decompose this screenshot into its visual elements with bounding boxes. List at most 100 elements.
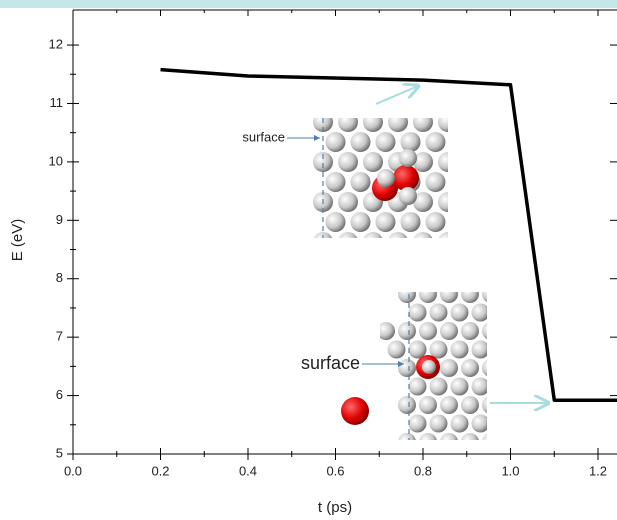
atom — [450, 414, 469, 433]
atom — [325, 132, 346, 152]
y-tick-label: 12 — [49, 36, 63, 51]
atom — [463, 112, 483, 132]
atom-red — [393, 165, 419, 191]
atom — [350, 212, 371, 232]
atom — [461, 396, 479, 414]
atom — [398, 396, 416, 414]
atom — [363, 232, 383, 238]
atom — [471, 414, 487, 433]
atom — [313, 118, 333, 132]
atom — [493, 341, 511, 359]
atom — [398, 433, 416, 440]
data-line — [160, 67, 617, 403]
atom — [413, 232, 433, 238]
atom — [387, 340, 406, 359]
atom — [461, 359, 479, 377]
atom — [493, 415, 511, 433]
atom — [451, 172, 471, 192]
y-tick-label: 6 — [56, 387, 63, 402]
y-tick-label: 8 — [56, 270, 63, 285]
atom — [463, 232, 483, 252]
atom — [438, 232, 448, 238]
atom — [398, 292, 416, 303]
atom — [482, 396, 487, 414]
atom — [400, 132, 421, 152]
y-tick-label: 5 — [56, 445, 63, 460]
atom — [476, 212, 496, 232]
annotation: surface — [301, 353, 360, 373]
atom — [438, 118, 448, 132]
atom — [398, 359, 416, 377]
atom — [450, 303, 469, 322]
atom — [413, 152, 433, 172]
atom — [482, 322, 487, 340]
atom — [461, 292, 479, 303]
y-axis-label: E (eV) — [9, 219, 26, 262]
atom — [363, 152, 383, 172]
atom — [375, 212, 396, 232]
atom — [338, 152, 358, 172]
y-tick-label: 10 — [49, 153, 63, 168]
x-tick-label: 0.8 — [414, 463, 432, 478]
atom — [440, 396, 458, 414]
atom — [419, 292, 437, 303]
atom — [425, 212, 446, 232]
x-axis-label: t (ps) — [318, 499, 352, 516]
atom — [461, 433, 479, 440]
atom — [338, 118, 358, 132]
atom — [375, 132, 396, 152]
x-tick-label: 0.0 — [64, 463, 82, 478]
annotation: surface — [242, 129, 285, 144]
atom — [493, 304, 511, 322]
atom — [338, 232, 358, 238]
atom — [380, 322, 395, 340]
atom — [408, 377, 427, 396]
atom — [471, 377, 487, 396]
x-tick-label: 0.4 — [239, 463, 257, 478]
atom — [450, 340, 469, 359]
atom — [399, 149, 417, 167]
atom — [482, 433, 487, 440]
atom — [422, 360, 436, 374]
atom — [377, 169, 395, 187]
atom — [399, 187, 417, 205]
atom — [476, 132, 496, 152]
atom — [413, 118, 433, 132]
atom — [440, 433, 458, 440]
atom — [408, 414, 427, 433]
atom — [419, 433, 437, 440]
atom — [451, 132, 471, 152]
atom — [451, 212, 471, 232]
atom — [398, 322, 416, 340]
atom — [463, 192, 483, 212]
atom — [429, 303, 448, 322]
atom — [429, 377, 448, 396]
atom — [419, 322, 437, 340]
x-tick-label: 1.2 — [589, 463, 607, 478]
atom — [471, 303, 487, 322]
atom — [493, 378, 511, 396]
y-tick-label: 11 — [50, 95, 64, 110]
atom — [463, 152, 483, 172]
x-tick-label: 1.0 — [501, 463, 519, 478]
atom — [408, 340, 427, 359]
atom — [429, 414, 448, 433]
atom — [325, 172, 346, 192]
atom — [350, 172, 371, 192]
inset — [380, 292, 511, 440]
atom — [438, 152, 448, 172]
atom — [440, 322, 458, 340]
atom — [471, 340, 487, 359]
atom — [440, 292, 458, 303]
atom — [476, 172, 496, 192]
y-tick-label: 7 — [56, 329, 63, 344]
x-tick-label: 0.6 — [326, 463, 344, 478]
atom — [438, 192, 448, 212]
atom — [419, 396, 437, 414]
top-bar — [0, 0, 617, 8]
atom — [388, 232, 408, 238]
atom — [425, 172, 446, 192]
x-tick-label: 0.2 — [151, 463, 169, 478]
atom — [429, 340, 448, 359]
